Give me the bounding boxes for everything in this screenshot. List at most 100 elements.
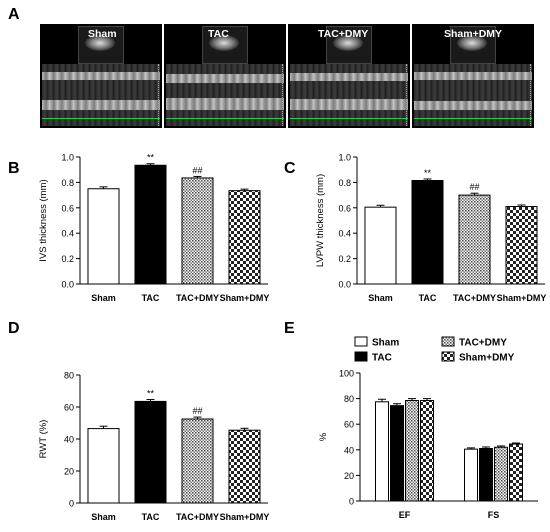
x-tick-label: FS [488, 510, 500, 520]
echo-label-sham: Sham [88, 28, 117, 40]
echo-image-tac-dmy: TAC+DMY [288, 24, 410, 128]
echo-2d-view [450, 26, 496, 64]
echo-label-tac: TAC [208, 28, 229, 40]
significance-label: ** [424, 168, 432, 178]
y-tick-label: 0.6 [338, 203, 351, 213]
y-tick-label: 0.8 [61, 178, 74, 188]
x-tick-label: Sham [368, 293, 393, 303]
y-axis-label: % [318, 432, 329, 441]
bar-ef-tac [390, 405, 404, 502]
panel-c-letter: C [284, 160, 296, 177]
y-tick-label: 100 [339, 369, 354, 379]
panel-d-letter: D [8, 320, 20, 337]
y-tick-label: 60 [64, 403, 74, 413]
y-tick-label: 0.2 [338, 254, 351, 264]
legend-label-sham-dmy: Sham+DMY [459, 353, 515, 364]
echo-2d-view [202, 26, 248, 64]
x-tick-label: TAC+DMY [453, 293, 496, 303]
echo-label-tac-dmy: TAC+DMY [318, 28, 369, 40]
y-tick-label: 60 [344, 420, 354, 430]
x-tick-label: Sham+DMY [497, 293, 547, 303]
bar-fs-tac [479, 448, 493, 502]
legend-swatch-sham-dmy [441, 351, 455, 362]
y-tick-label: 0.2 [61, 254, 74, 264]
bar-fs-sham-dmy [509, 443, 523, 502]
x-tick-label: Sham+DMY [220, 512, 270, 522]
echo-image-sham-dmy: Sham+DMY [412, 24, 534, 128]
x-tick-label: TAC+DMY [176, 293, 219, 303]
y-axis-label: IVS thickness (mm) [38, 179, 49, 261]
legend-swatch-tac [354, 351, 368, 362]
significance-label: ## [192, 165, 202, 175]
y-tick-label: 20 [344, 471, 354, 481]
y-axis-label: RWT (%) [38, 420, 49, 459]
bar-ef-sham-dmy [420, 400, 434, 502]
echo-image-sham: Sham [40, 24, 162, 128]
panel-a-letter: A [8, 6, 20, 23]
bar-sham [87, 428, 120, 504]
x-tick-label: Sham+DMY [220, 293, 270, 303]
legend-swatch-tac-dmy [441, 336, 455, 347]
x-tick-label: TAC+DMY [176, 512, 219, 522]
y-tick-label: 0 [69, 499, 74, 509]
panel-b-letter: B [8, 160, 20, 177]
y-tick-label: 0.0 [338, 280, 351, 290]
y-tick-label: 0.4 [61, 229, 74, 239]
y-axis-label: LVPW thickness (mm) [315, 174, 326, 267]
bar-ef-sham [375, 401, 389, 502]
echo-2d-view [78, 26, 124, 64]
legend-label-tac-dmy: TAC+DMY [459, 338, 507, 349]
panel-e-letter: E [284, 320, 295, 337]
legend-label-tac: TAC [372, 353, 392, 364]
echo-m-mode [414, 64, 532, 126]
bar-tac-dmy [458, 194, 491, 285]
bar-sham-dmy [228, 190, 261, 285]
significance-label: ## [192, 406, 202, 416]
bar-tac-dmy [181, 418, 214, 504]
y-tick-label: 40 [64, 435, 74, 445]
bar-tac [134, 400, 167, 504]
x-tick-label: TAC [142, 512, 160, 522]
echo-image-tac: TAC [164, 24, 286, 128]
x-tick-label: TAC [419, 293, 437, 303]
y-tick-label: 20 [64, 467, 74, 477]
significance-label: ## [469, 182, 479, 192]
bar-fs-tac-dmy [494, 446, 508, 502]
y-tick-label: 1.0 [61, 153, 74, 163]
bar-sham [87, 188, 120, 285]
y-tick-label: 0.4 [338, 229, 351, 239]
legend-swatch-sham [354, 336, 368, 347]
x-tick-label: Sham [91, 293, 116, 303]
legend-label-sham: Sham [372, 338, 399, 349]
echo-m-mode [42, 64, 160, 126]
echo-label-sham-dmy: Sham+DMY [444, 28, 503, 40]
echo-m-mode [290, 64, 408, 126]
y-tick-label: 80 [64, 371, 74, 381]
y-tick-label: 40 [344, 445, 354, 455]
bar-sham-dmy [505, 206, 538, 285]
bar-fs-sham [464, 448, 478, 502]
bar-sham-dmy [228, 429, 261, 504]
bar-sham [364, 206, 397, 285]
y-tick-label: 0.6 [61, 203, 74, 213]
y-tick-label: 0.8 [338, 178, 351, 188]
bar-tac-dmy [181, 177, 214, 285]
x-tick-label: EF [399, 510, 411, 520]
echo-m-mode [166, 64, 284, 126]
y-tick-label: 80 [344, 394, 354, 404]
y-tick-label: 1.0 [338, 153, 351, 163]
significance-label: ** [147, 388, 155, 398]
echo-2d-view [326, 26, 372, 64]
x-tick-label: TAC [142, 293, 160, 303]
bar-tac [134, 164, 167, 285]
y-tick-label: 0.0 [61, 280, 74, 290]
bar-tac [411, 179, 444, 285]
x-tick-label: Sham [91, 512, 116, 522]
bar-ef-tac-dmy [405, 400, 419, 502]
y-tick-label: 0 [349, 497, 354, 507]
significance-label: ** [147, 153, 155, 163]
